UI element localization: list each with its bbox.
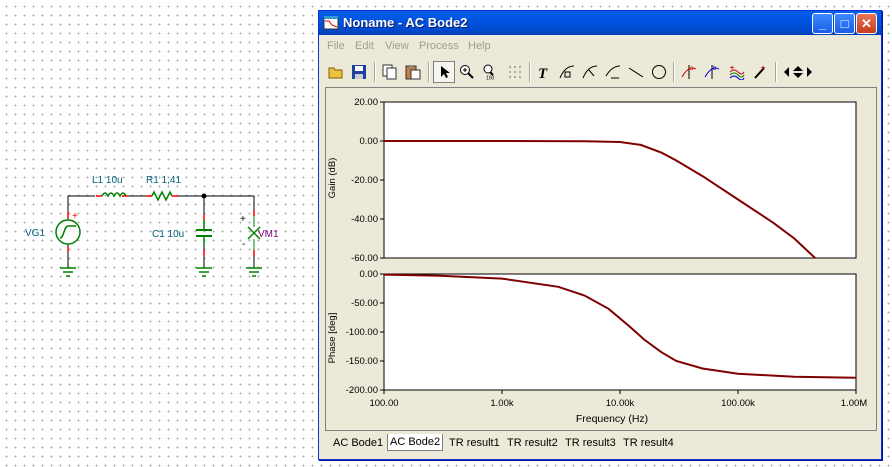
menu-help[interactable]: Help xyxy=(468,40,491,52)
grid-icon[interactable] xyxy=(504,61,526,83)
toolbar: 100 T a b + + xyxy=(325,59,877,85)
cursor-a-icon[interactable]: a xyxy=(678,61,700,83)
title-bar[interactable]: Noname - AC Bode2 _ □ ✕ xyxy=(319,11,881,35)
scroll-arrows-icon[interactable] xyxy=(781,61,815,83)
x-tick-labels: 100.00 1.00k 10.00k 100.00k 1.00M xyxy=(369,390,867,409)
vm1-minus: - xyxy=(242,239,245,250)
y-tick-label: -20.00 xyxy=(351,175,378,186)
curve-label-c-icon[interactable] xyxy=(602,61,624,83)
zoom-100-icon[interactable]: 100 xyxy=(479,61,501,83)
svg-text:+: + xyxy=(761,65,765,72)
vm1-label: VM1 xyxy=(258,229,279,240)
gain-trace xyxy=(384,140,816,259)
tab-tr-result2[interactable]: TR result2 xyxy=(507,437,558,449)
resistor-r1[interactable] xyxy=(151,190,173,202)
y-tick-label: -50.00 xyxy=(351,298,378,309)
ellipse-icon[interactable] xyxy=(648,61,670,83)
close-button[interactable]: ✕ xyxy=(856,13,877,34)
junction-node xyxy=(201,193,207,199)
gain-axis-label: Gain (dB) xyxy=(327,158,338,199)
pin-marks xyxy=(67,195,255,256)
tab-tr-result4[interactable]: TR result4 xyxy=(623,437,674,449)
phase-axis-label: Phase [deg] xyxy=(327,313,338,364)
source-vg1[interactable] xyxy=(55,219,81,245)
window-title: Noname - AC Bode2 xyxy=(343,15,468,30)
open-icon[interactable] xyxy=(325,61,347,83)
gain-yticks: 20.00 0.00 -20.00 -40.00 -60.00 xyxy=(351,97,384,264)
tab-tr-result1[interactable]: TR result1 xyxy=(449,437,500,449)
ground-symbols xyxy=(60,267,262,277)
inductor-l1[interactable] xyxy=(101,192,127,198)
schematic-canvas[interactable]: VG1 + L1 10u R1 1,41 C1 10u VM1 + - xyxy=(0,0,320,467)
phase-frame xyxy=(383,273,857,391)
y-tick-label: -60.00 xyxy=(351,253,378,264)
menu-view[interactable]: View xyxy=(385,40,409,52)
y-tick-label: -200.00 xyxy=(346,385,378,396)
phase-trace xyxy=(383,273,857,379)
minimize-button[interactable]: _ xyxy=(812,13,833,34)
vg1-label: VG1 xyxy=(25,228,45,239)
svg-text:a: a xyxy=(690,66,694,72)
app-icon xyxy=(323,16,339,30)
y-tick-label: -150.00 xyxy=(346,356,378,367)
zoom-in-icon[interactable] xyxy=(456,61,478,83)
svg-text:100: 100 xyxy=(486,76,495,81)
text-icon[interactable]: T xyxy=(533,61,555,83)
pointer-icon[interactable] xyxy=(433,61,455,83)
save-icon[interactable] xyxy=(348,61,370,83)
curve-label-b-icon[interactable] xyxy=(579,61,601,83)
tab-tr-result3[interactable]: TR result3 xyxy=(565,437,616,449)
y-tick-label: 0.00 xyxy=(360,269,379,280)
bode-plot-area[interactable]: 20.00 0.00 -20.00 -40.00 -60.00 0.00 -50.00 -1… xyxy=(325,87,877,431)
menu-process[interactable]: Process xyxy=(419,40,459,52)
svg-text:b: b xyxy=(713,66,717,72)
x-tick-label: 10.00k xyxy=(606,398,635,409)
cursor-b-icon[interactable]: b xyxy=(701,61,723,83)
l1-label: L1 10u xyxy=(92,175,123,186)
gain-frame xyxy=(383,101,857,259)
curve-label-a-icon[interactable] xyxy=(556,61,578,83)
phase-yticks: 0.00 -50.00 -100.00 -150.00 -200.00 xyxy=(346,269,384,396)
paste-icon[interactable] xyxy=(402,61,424,83)
capacitor-c1[interactable] xyxy=(196,220,212,246)
menu-edit[interactable]: Edit xyxy=(355,40,374,52)
tab-ac-bode1[interactable]: AC Bode1 xyxy=(333,437,384,449)
y-tick-label: 0.00 xyxy=(360,136,379,147)
c1-label: C1 10u xyxy=(152,229,184,240)
y-tick-label: -40.00 xyxy=(351,214,378,225)
menu-bar: File Edit View Process Help xyxy=(319,37,881,55)
svg-text:T: T xyxy=(538,66,548,80)
frequency-axis-label: Frequency (Hz) xyxy=(576,413,648,425)
vm1-plus: + xyxy=(240,214,246,225)
tab-ac-bode2[interactable]: AC Bode2 xyxy=(387,434,444,451)
menu-file[interactable]: File xyxy=(327,40,345,52)
copy-icon[interactable] xyxy=(379,61,401,83)
line-icon[interactable] xyxy=(625,61,647,83)
x-tick-label: 1.00k xyxy=(490,398,513,409)
maximize-button[interactable]: □ xyxy=(834,13,855,34)
bode-plot-svg[interactable]: 20.00 0.00 -20.00 -40.00 -60.00 0.00 -50.00 -1… xyxy=(326,88,876,430)
result-tabs: AC Bode1 AC Bode2 TR result1 TR result2 … xyxy=(325,433,877,453)
r1-label: R1 1,41 xyxy=(146,175,181,186)
x-tick-label: 100.00 xyxy=(369,398,398,409)
y-tick-label: -100.00 xyxy=(346,327,378,338)
y-tick-label: 20.00 xyxy=(354,97,378,108)
x-tick-label: 100.00k xyxy=(721,398,755,409)
x-tick-label: 1.00M xyxy=(841,398,867,409)
marker-icon[interactable]: + xyxy=(749,61,771,83)
svg-text:+: + xyxy=(730,65,734,72)
voltmeter-vm1[interactable] xyxy=(247,216,261,250)
bode-window: Noname - AC Bode2 _ □ ✕ File Edit View P… xyxy=(318,10,882,460)
add-curve-icon[interactable]: + xyxy=(726,61,748,83)
vg1-plus: + xyxy=(72,211,78,222)
